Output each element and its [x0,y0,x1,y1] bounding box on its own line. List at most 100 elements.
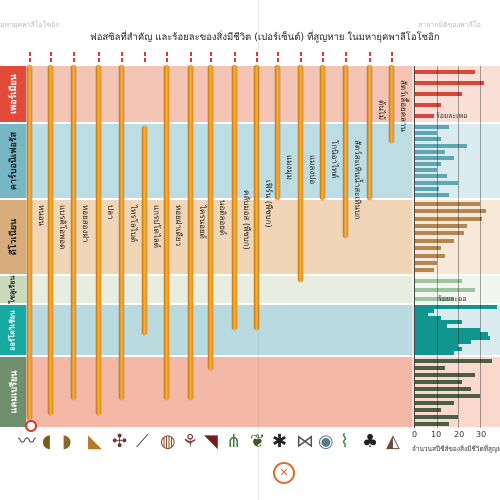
fossil-top-marker [50,58,52,62]
fossil-top-marker [369,58,371,62]
graptolite-icon: ⟋ [136,431,149,452]
fossil-label: หอยสองฝา [81,205,90,243]
fossil-label: แบรคิโอพอด [58,205,67,250]
side-chart-bar [415,296,454,301]
fossil-range-bar [142,126,147,335]
fossil-top-marker [121,58,123,62]
side-chart-bar [415,351,454,356]
fossil-top-marker [234,58,236,62]
side-chart-bar [415,143,467,148]
side-chart-bar [415,335,491,340]
side-chart-bar [415,174,448,179]
fossil-top-marker [144,58,146,62]
fossil-top-marker [166,58,168,62]
fossil-label: หอยฝาเดียว [174,205,183,247]
side-chart-bar [415,69,476,74]
side-chart-bar [415,253,446,258]
side-chart-bar [415,331,489,336]
header-top-right: สาจากมิติของพาลีโอ [418,21,481,29]
side-chart-bar [415,347,463,352]
fossil-label: หนอน [37,205,46,227]
fossil-range-bar [275,65,280,200]
fossil-label: ไทรโลไบต์ [129,205,138,243]
fossil-top-marker [300,52,302,56]
fossil-label: คลับมอส (พืชบก) [242,190,251,250]
side-chart-bar [415,162,441,167]
side-chart-gridline [479,66,481,428]
fossil-range-bar [232,65,237,330]
fossil-top-marker [345,52,347,56]
fossil-label: ปลา [106,205,115,220]
side-chart-bar [415,312,428,317]
header-top-left: มหายุคพาลีโอโซอิก [0,21,60,29]
fossil-top-marker [144,52,146,56]
side-chart-bar [415,186,439,191]
side-chart-bar [415,114,435,119]
side-chart-bar [415,268,435,273]
side-chart-bar [415,393,480,398]
side-chart-bar [415,278,463,283]
side-chart-bar [415,137,441,142]
side-chart-bar [415,372,476,377]
side-chart-bar [415,304,497,309]
fossil-range-bar [208,65,213,370]
fossil-top-marker [256,52,258,56]
fossil-range-bar [298,65,303,282]
side-chart-bar [415,180,458,185]
tree-icon: ♣ [362,431,379,452]
fossil-label: ไครนอยด์ [198,205,207,239]
period-band-permian [26,66,412,122]
fossil-top-marker [322,52,324,56]
fossil-range-bar [27,65,32,420]
nautiloid-icon: ◥ [204,431,218,452]
fossil-label: สัตว์สะเทินน้ำสะเทินบก [353,140,362,220]
trilobite-icon: ✣ [112,431,128,452]
fossil-label: แมลงปอ [308,155,317,185]
fossil-label: ต้นไม้ [377,100,386,120]
side-chart-bar [415,231,465,236]
gastropod-icon: ◍ [160,431,176,452]
side-chart-bar [415,238,454,243]
fossil-top-marker [190,52,192,56]
side-chart-bar [415,308,435,313]
side-chart-bar [415,246,441,251]
fossil-range-bar [343,65,348,238]
side-chart: ร้อยละเพอ ร้อยละออ [412,66,500,428]
side-chart-bar [415,209,486,214]
side-chart-bar [415,421,450,426]
side-chart-tick-30: 30 [476,430,487,439]
fossil-label: เฟิร์น (พืชบก) [264,180,273,228]
worm-icon: 〰 [18,431,36,452]
fossil-label: แกรปโตไลต์ [152,205,161,248]
fossil-range-bar [71,65,76,400]
side-chart-bar [415,358,493,363]
era-label-silurian: ไซลูเรียน [0,276,26,303]
side-chart-bar [415,125,450,130]
fossil-top-marker [29,58,31,62]
fossil-range-bar [96,65,101,415]
side-chart-bar [415,216,482,221]
side-chart-tick-0: 0 [412,430,418,439]
fossil-top-marker [369,52,371,56]
fossil-label: แมงมุม [285,155,294,180]
side-band-carboniferous [412,124,500,198]
spider-icon: ✱ [272,431,288,452]
side-chart-bar [415,386,471,391]
side-chart-bar [415,80,484,85]
crinoid-icon: ⚘ [182,431,199,452]
fossil-top-marker [322,58,324,62]
fossil-top-marker [391,58,393,62]
fossil-top-marker [300,58,302,62]
fossil-range-bar [389,65,394,143]
amphibian-icon: ⌇ [340,431,349,452]
fish-icon: ◣ [88,431,102,452]
side-chart-bar [415,287,476,292]
fossil-range-bar [254,65,259,330]
no-entry-icon: ✕ [273,462,295,484]
side-chart-bar [415,316,441,321]
side-chart-bar [415,400,454,405]
fossil-range-bar [48,65,53,415]
side-chart-bar [415,260,437,265]
side-chart-bar [415,328,480,332]
fossil-range-bar [119,65,124,400]
